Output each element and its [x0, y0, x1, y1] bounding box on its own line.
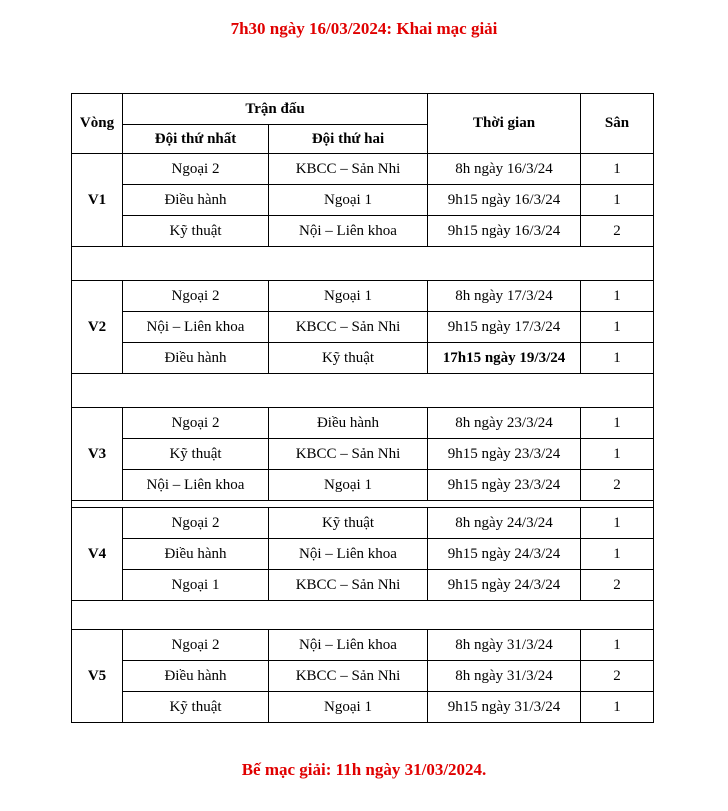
match-schedule-table: Vòng Trận đấu Thời gian Sân Đội thứ nhất… [70, 93, 655, 723]
table-row: Kỹ thuật KBCC – Sản Nhi 9h15 ngày 23/3/2… [72, 438, 655, 470]
table-row: Điều hành Nội – Liên khoa 9h15 ngày 24/3… [72, 538, 655, 570]
court-cell: 1 [580, 153, 655, 185]
table-row: V4 Ngoại 2 Kỹ thuật 8h ngày 24/3/24 1 [71, 507, 655, 601]
team2-cell: Kỹ thuật [267, 507, 429, 539]
round-label-v1: V1 [71, 153, 123, 247]
team1-cell: Điều hành [122, 342, 269, 374]
court-cell: 1 [580, 280, 655, 312]
team2-cell: Nội – Liên khoa [267, 629, 429, 661]
table-row: Nội – Liên khoa KBCC – Sản Nhi 9h15 ngày… [72, 311, 655, 343]
team1-cell: Nội – Liên khoa [122, 469, 269, 501]
team1-cell: Kỹ thuật [122, 691, 269, 723]
team2-cell: Nội – Liên khoa [267, 538, 429, 570]
court-cell: 1 [580, 629, 655, 661]
time-cell: 8h ngày 23/3/24 [427, 407, 582, 439]
team2-cell: Kỹ thuật [267, 342, 429, 374]
team2-cell: KBCC – Sản Nhi [267, 438, 429, 470]
closing-ceremony-note: Bế mạc giải: 11h ngày 31/03/2024. [241, 760, 487, 779]
column-header-match: Trận đấu [121, 93, 429, 125]
page-title: 7h30 ngày 16/03/2024: Khai mạc giải [230, 19, 498, 38]
team2-cell: Ngoại 1 [267, 469, 429, 501]
round-label-v4: V4 [71, 507, 123, 601]
time-cell: 9h15 ngày 24/3/24 [427, 569, 582, 601]
table-row: V5 Ngoại 2 Nội – Liên khoa 8h ngày 31/3/… [71, 629, 655, 723]
team2-cell: Nội – Liên khoa [267, 215, 429, 247]
spacer-cell [70, 246, 655, 281]
table-row: V2 Ngoại 2 Ngoại 1 8h ngày 17/3/24 1 [71, 280, 655, 374]
team1-cell: Điều hành [122, 660, 269, 692]
team1-cell: Ngoại 1 [122, 569, 269, 601]
time-cell: 8h ngày 16/3/24 [427, 153, 582, 185]
spacer-cell [70, 373, 655, 408]
team2-cell: KBCC – Sản Nhi [267, 569, 429, 601]
team1-cell: Nội – Liên khoa [122, 311, 269, 343]
court-cell: 1 [580, 342, 655, 374]
court-cell: 1 [580, 311, 655, 343]
spacer-row [70, 600, 655, 630]
column-header-team1: Đội thứ nhất [122, 124, 269, 154]
time-cell: 9h15 ngày 17/3/24 [427, 311, 582, 343]
time-cell: 9h15 ngày 16/3/24 [427, 215, 582, 247]
time-cell: 8h ngày 17/3/24 [427, 280, 582, 312]
spacer-cell [70, 500, 655, 508]
time-cell: 9h15 ngày 23/3/24 [427, 469, 582, 501]
court-cell: 2 [580, 660, 655, 692]
column-header-court: Sân [580, 93, 655, 154]
table-row: V3 Ngoại 2 Điều hành 8h ngày 23/3/24 1 [71, 407, 655, 501]
spacer-row [70, 246, 655, 281]
team2-cell: Ngoại 1 [267, 280, 429, 312]
time-cell: 8h ngày 31/3/24 [427, 660, 582, 692]
table-row: Kỹ thuật Nội – Liên khoa 9h15 ngày 16/3/… [72, 215, 655, 247]
court-cell: 2 [580, 569, 655, 601]
team1-cell: Kỹ thuật [122, 215, 269, 247]
team1-cell: Ngoại 2 [122, 407, 269, 439]
spacer-row [70, 373, 655, 408]
court-cell: 1 [580, 184, 655, 216]
spacer-row [70, 500, 655, 508]
team2-cell: KBCC – Sản Nhi [267, 153, 429, 185]
court-cell: 1 [580, 538, 655, 570]
team1-cell: Điều hành [122, 184, 269, 216]
table-row: Nội – Liên khoa Ngoại 1 9h15 ngày 23/3/2… [72, 469, 655, 501]
time-cell: 9h15 ngày 31/3/24 [427, 691, 582, 723]
column-header-time: Thời gian [427, 93, 582, 154]
team2-cell: Ngoại 1 [267, 691, 429, 723]
round-label-v5: V5 [71, 629, 123, 723]
time-cell: 9h15 ngày 16/3/24 [427, 184, 582, 216]
time-cell: 9h15 ngày 24/3/24 [427, 538, 582, 570]
table-row: V1 Ngoại 2 KBCC – Sản Nhi 8h ngày 16/3/2… [71, 153, 655, 247]
team2-cell: KBCC – Sản Nhi [267, 311, 429, 343]
round-label-v2: V2 [71, 280, 123, 374]
time-cell: 8h ngày 31/3/24 [427, 629, 582, 661]
court-cell: 2 [580, 469, 655, 501]
team1-cell: Ngoại 2 [122, 629, 269, 661]
team2-cell: Ngoại 1 [267, 184, 429, 216]
table-row: Ngoại 1 KBCC – Sản Nhi 9h15 ngày 24/3/24… [72, 569, 655, 601]
table-row: Kỹ thuật Ngoại 1 9h15 ngày 31/3/24 1 [72, 691, 655, 723]
court-cell: 2 [580, 215, 655, 247]
table-row: Điều hành KBCC – Sản Nhi 8h ngày 31/3/24… [72, 660, 655, 692]
time-cell: 8h ngày 24/3/24 [427, 507, 582, 539]
team1-cell: Điều hành [122, 538, 269, 570]
team1-cell: Ngoại 2 [122, 280, 269, 312]
round-label-v3: V3 [71, 407, 123, 501]
team1-cell: Ngoại 2 [122, 507, 269, 539]
column-header-team2: Đội thứ hai [267, 124, 429, 154]
time-cell: 17h15 ngày 19/3/24 [427, 342, 582, 374]
table-row: Điều hành Kỹ thuật 17h15 ngày 19/3/24 1 [72, 342, 655, 374]
court-cell: 1 [580, 407, 655, 439]
team2-cell: KBCC – Sản Nhi [267, 660, 429, 692]
team1-cell: Ngoại 2 [122, 153, 269, 185]
time-cell: 9h15 ngày 23/3/24 [427, 438, 582, 470]
column-header-round: Vòng [71, 93, 123, 154]
court-cell: 1 [580, 691, 655, 723]
court-cell: 1 [580, 507, 655, 539]
team2-cell: Điều hành [267, 407, 429, 439]
court-cell: 1 [580, 438, 655, 470]
table-row: Điều hành Ngoại 1 9h15 ngày 16/3/24 1 [72, 184, 655, 216]
team1-cell: Kỹ thuật [122, 438, 269, 470]
spacer-cell [70, 600, 655, 630]
